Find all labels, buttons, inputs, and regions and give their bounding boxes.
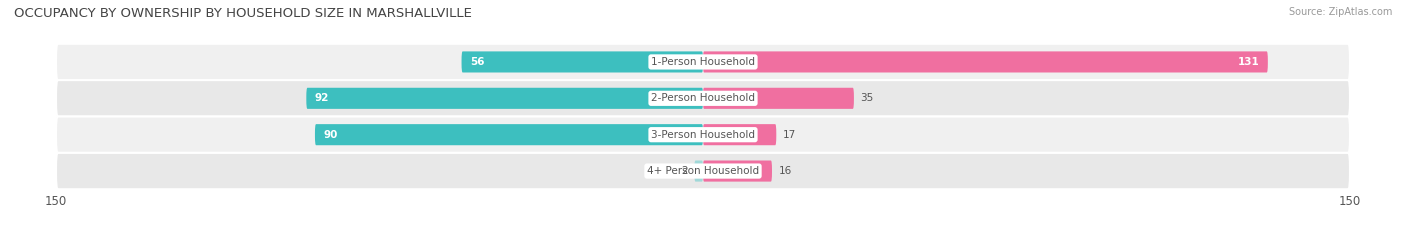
Text: 35: 35 (860, 93, 873, 103)
FancyBboxPatch shape (703, 88, 853, 109)
Text: 2-Person Household: 2-Person Household (651, 93, 755, 103)
FancyBboxPatch shape (461, 51, 703, 72)
FancyBboxPatch shape (703, 51, 1268, 72)
FancyBboxPatch shape (56, 153, 1350, 189)
Text: 3-Person Household: 3-Person Household (651, 130, 755, 140)
Text: 4+ Person Household: 4+ Person Household (647, 166, 759, 176)
FancyBboxPatch shape (315, 124, 703, 145)
Text: 90: 90 (323, 130, 337, 140)
Text: 16: 16 (779, 166, 792, 176)
Text: OCCUPANCY BY OWNERSHIP BY HOUSEHOLD SIZE IN MARSHALLVILLE: OCCUPANCY BY OWNERSHIP BY HOUSEHOLD SIZE… (14, 7, 472, 20)
Text: 2: 2 (682, 166, 688, 176)
FancyBboxPatch shape (703, 161, 772, 182)
Text: 56: 56 (470, 57, 485, 67)
Text: 1-Person Household: 1-Person Household (651, 57, 755, 67)
Text: 131: 131 (1237, 57, 1260, 67)
FancyBboxPatch shape (695, 161, 703, 182)
FancyBboxPatch shape (307, 88, 703, 109)
FancyBboxPatch shape (56, 44, 1350, 80)
FancyBboxPatch shape (56, 116, 1350, 153)
FancyBboxPatch shape (56, 80, 1350, 116)
Text: 92: 92 (315, 93, 329, 103)
Text: Source: ZipAtlas.com: Source: ZipAtlas.com (1288, 7, 1392, 17)
Text: 17: 17 (783, 130, 796, 140)
FancyBboxPatch shape (703, 124, 776, 145)
